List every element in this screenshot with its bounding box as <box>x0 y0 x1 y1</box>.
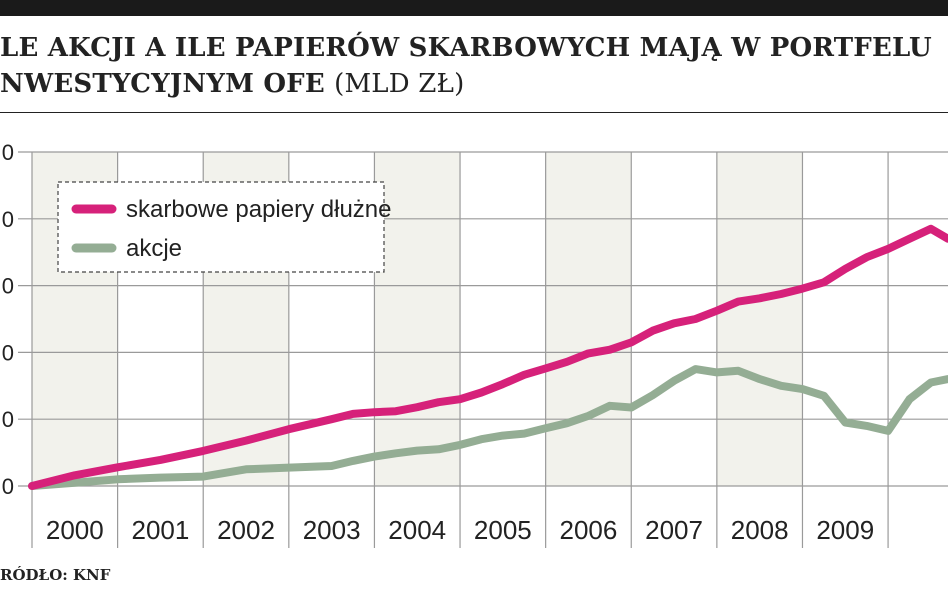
top-bar <box>0 0 948 16</box>
chart-title-line2: NWESTYCYJNYM OFE (MLD ZŁ) <box>0 66 948 102</box>
y-tick-label-20: 0 <box>2 407 14 432</box>
series-lines <box>28 224 948 490</box>
chart-title-unit: (MLD ZŁ) <box>334 69 465 99</box>
series-line-stocks <box>28 365 948 490</box>
x-tick-label-2000: 2000 <box>46 515 104 545</box>
x-tick-label-2009: 2009 <box>816 515 874 545</box>
chart-title: LE AKCJI A ILE PAPIERÓW SKARBOWYCH MAJĄ … <box>0 30 948 102</box>
y-tick-label-40: 0 <box>2 340 14 365</box>
x-tick-label-2003: 2003 <box>303 515 361 545</box>
x-tick-label-2002: 2002 <box>217 515 275 545</box>
y-tick-label-60: 0 <box>2 274 14 299</box>
x-tick-label-2008: 2008 <box>731 515 789 545</box>
y-tick-labels: 0 0 0 0 0 0 <box>2 140 14 499</box>
y-tick-label-100: 0 <box>2 140 14 165</box>
year-band-2008 <box>716 152 803 486</box>
x-tick-label-2005: 2005 <box>474 515 532 545</box>
legend-label-stocks: akcje <box>126 235 182 262</box>
x-tick-label-2004: 2004 <box>388 515 446 545</box>
legend-box <box>57 181 385 273</box>
series-line-bonds <box>28 224 948 490</box>
x-tick-labels: 2000 2001 2002 2003 2004 2005 2006 2007 2008 2009 <box>46 515 874 545</box>
x-tick-label-2001: 2001 <box>131 515 189 545</box>
y-tick-label-80: 0 <box>2 207 14 232</box>
year-band-2006 <box>545 152 632 486</box>
source-note: RÓDŁO: KNF <box>0 566 111 584</box>
x-tick-label-2007: 2007 <box>645 515 703 545</box>
chart-title-main: NWESTYCYJNYM OFE <box>0 69 325 99</box>
y-tick-label-0: 0 <box>2 474 14 499</box>
title-rule <box>0 112 948 113</box>
year-band-2004 <box>374 152 461 486</box>
legend: skarbowe papiery dłużne akcje <box>57 181 392 273</box>
x-tick-label-2006: 2006 <box>560 515 618 545</box>
chart-title-line1: LE AKCJI A ILE PAPIERÓW SKARBOWYCH MAJĄ … <box>0 33 932 63</box>
legend-label-bonds: skarbowe papiery dłużne <box>126 196 392 223</box>
